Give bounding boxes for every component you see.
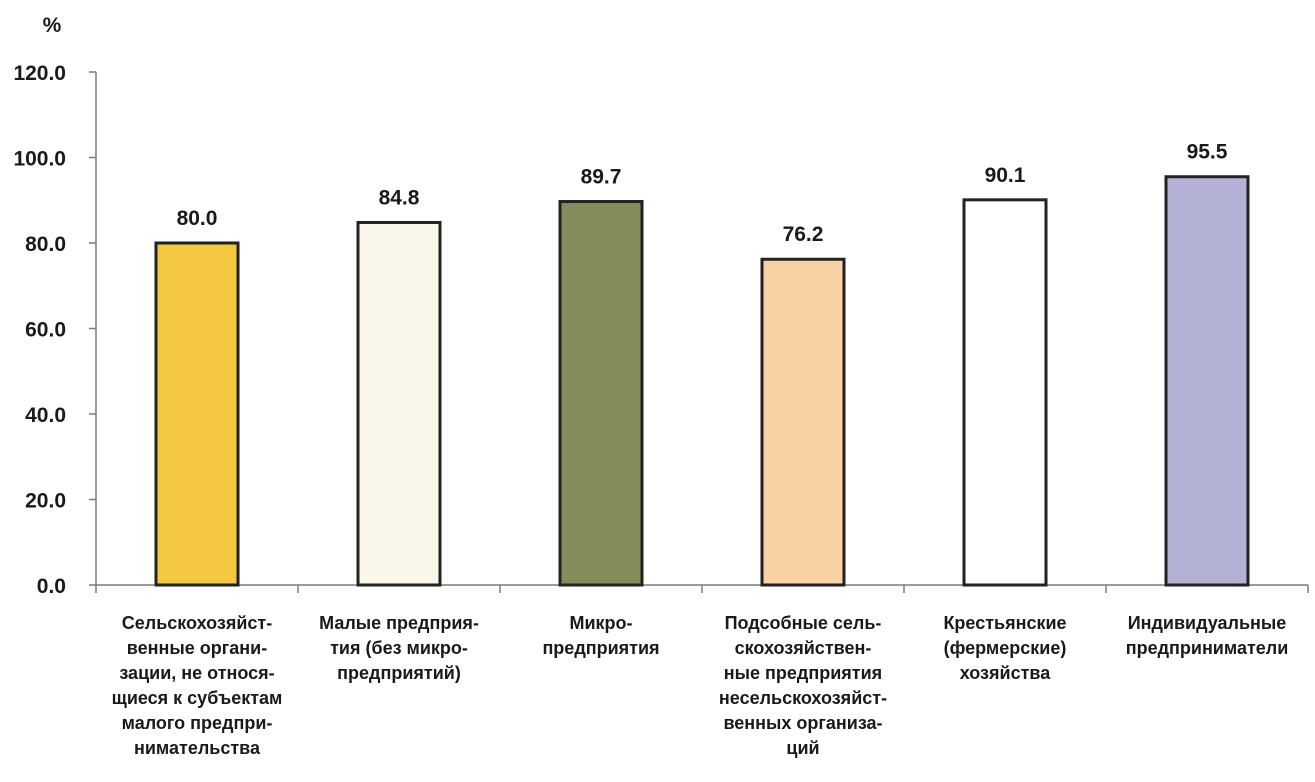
x-category-label: Крестьянские (фермерские) хозяйства xyxy=(943,613,1067,683)
x-category-label: Малые предприя- тия (без микро- предприя… xyxy=(319,613,479,683)
bar-value-label: 89.7 xyxy=(581,166,622,189)
bars: 80.0 84.8 89.7 76.2 90.1 95.5 xyxy=(154,141,1250,587)
x-category-label: Микро- предприятия xyxy=(542,613,660,658)
bar-value-label: 95.5 xyxy=(1187,141,1228,164)
x-category-label: Сельскохозяйст- венные органи- зации, не… xyxy=(111,613,283,758)
bar xyxy=(558,200,644,587)
bar-value-label: 90.1 xyxy=(985,164,1026,187)
y-tick-label: 100.0 xyxy=(13,148,66,171)
bar-value-label: 84.8 xyxy=(379,186,420,209)
x-category-label: Подсобные сель- скохозяйствен- ные предп… xyxy=(718,613,888,758)
bar xyxy=(760,257,846,587)
y-tick-label: 0.0 xyxy=(37,575,66,598)
y-tick-label: 20.0 xyxy=(25,490,66,513)
bar xyxy=(962,198,1048,587)
bar-value-label: 80.0 xyxy=(177,207,218,230)
bar xyxy=(356,220,442,587)
bar xyxy=(154,241,240,587)
y-tick-label: 80.0 xyxy=(25,233,66,256)
y-axis-unit-label: % xyxy=(43,14,62,37)
y-tick-label: 60.0 xyxy=(25,319,66,342)
x-category-label: Индивидуальные предприниматели xyxy=(1125,613,1289,658)
bar xyxy=(1164,175,1250,587)
y-tick-label: 120.0 xyxy=(13,62,66,85)
bar-value-label: 76.2 xyxy=(783,223,824,246)
axes: 0.0 20.0 40.0 60.0 80.0 100.0 120.0 xyxy=(13,62,1309,598)
y-tick-label: 40.0 xyxy=(25,404,66,427)
